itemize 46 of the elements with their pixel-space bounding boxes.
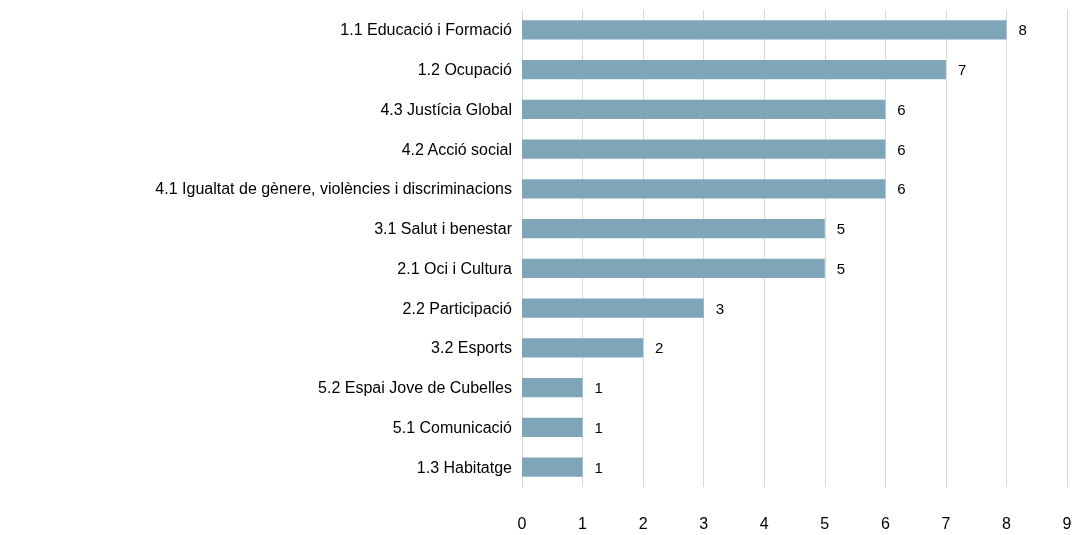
bar [522, 298, 704, 318]
y-tick-label: 1.2 Ocupació [417, 61, 513, 79]
y-tick-label: 1.3 Habitatge [416, 458, 513, 476]
y-tick-label: 2.1 Oci i Cultura [397, 259, 513, 277]
x-tick-label: 9 [1062, 514, 1072, 532]
y-tick-label: 4.1 Igualtat de gènere, violències i discriminacions [155, 180, 512, 198]
data-label: 7 [957, 61, 967, 79]
y-tick-label: 1.1 Educació i Formació [340, 21, 513, 39]
data-label: 1 [594, 418, 603, 436]
y-tick-label: 3.2 Esports [431, 339, 512, 357]
data-label: 2 [655, 339, 664, 357]
data-label: 6 [897, 100, 906, 118]
x-tick-label: 2 [638, 514, 648, 532]
bar [522, 417, 583, 437]
bar [522, 60, 946, 80]
bar [522, 457, 583, 477]
data-label: 3 [715, 299, 725, 317]
bar [522, 258, 825, 278]
data-label: 6 [897, 180, 906, 198]
bar [522, 338, 644, 358]
data-label: 5 [836, 220, 846, 238]
bar [522, 99, 886, 119]
x-tick-label: 8 [1001, 514, 1011, 532]
bar [522, 139, 886, 159]
x-tick-label: 3 [699, 514, 709, 532]
data-label: 5 [836, 259, 846, 277]
x-tick-label: 0 [517, 514, 527, 532]
bar [522, 219, 825, 239]
bar [522, 179, 886, 199]
data-label: 1 [594, 379, 603, 397]
data-label: 8 [1018, 21, 1027, 39]
bar [522, 378, 583, 398]
x-tick-label: 5 [820, 514, 830, 532]
data-label: 1 [594, 458, 603, 476]
y-tick-label: 4.3 Justícia Global [380, 100, 512, 118]
data-label: 6 [897, 140, 906, 158]
y-tick-label: 5.2 Espai Jove de Cubelles [318, 379, 512, 397]
y-tick-label: 3.1 Salut i benestar [374, 220, 513, 238]
y-tick-label: 4.2 Acció social [401, 140, 512, 158]
x-tick-label: 7 [941, 514, 951, 532]
x-tick-label: 4 [759, 514, 769, 532]
y-tick-label: 5.1 Comunicació [392, 418, 513, 436]
x-tick-label: 6 [880, 514, 890, 532]
bar [522, 20, 1007, 40]
y-tick-label: 2.2 Participació [402, 299, 513, 317]
x-tick-label: 1 [578, 514, 588, 532]
